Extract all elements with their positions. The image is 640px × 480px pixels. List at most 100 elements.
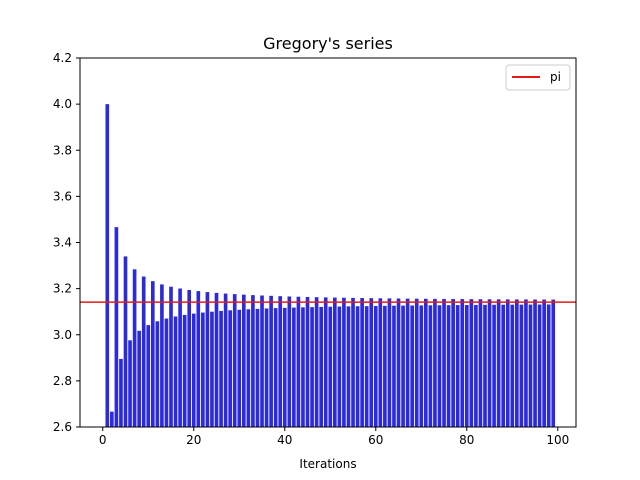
bar	[451, 299, 455, 427]
bar	[528, 304, 533, 427]
bar	[401, 305, 405, 427]
bar	[146, 325, 151, 427]
bar	[464, 305, 469, 427]
bar	[205, 292, 210, 427]
bar	[119, 358, 123, 427]
bar	[410, 305, 414, 427]
x-axis-ticks: 0 20 40 60 80 100	[99, 427, 569, 447]
bar	[337, 306, 342, 427]
bar	[246, 309, 251, 427]
bar	[392, 305, 396, 427]
bars-group	[105, 104, 556, 427]
bar	[287, 296, 292, 427]
y-tick-label: 3.2	[53, 282, 72, 296]
y-tick-label: 3.4	[53, 236, 72, 250]
bar	[405, 298, 410, 427]
bar	[487, 299, 492, 427]
x-tick-label: 100	[546, 433, 569, 447]
bar	[141, 276, 146, 427]
bar	[546, 304, 551, 427]
bar	[355, 306, 360, 427]
chart-title: Gregory's series	[263, 34, 393, 53]
bar	[278, 296, 283, 427]
bar	[178, 288, 182, 427]
bar	[524, 299, 528, 427]
bar	[132, 269, 137, 427]
bar	[264, 308, 269, 427]
bar	[428, 305, 433, 427]
bar	[542, 299, 546, 427]
bar	[424, 298, 428, 427]
bar	[460, 299, 465, 427]
bar	[210, 311, 214, 427]
bar	[483, 304, 487, 427]
x-tick-label: 40	[277, 433, 292, 447]
bar	[164, 318, 169, 427]
bar	[232, 294, 237, 427]
bar	[510, 304, 515, 427]
bar	[228, 310, 232, 427]
bar	[333, 297, 337, 427]
bar	[433, 298, 437, 427]
bar	[282, 307, 287, 427]
bar	[305, 296, 310, 427]
bar	[251, 295, 255, 427]
y-tick-label: 3.8	[53, 143, 72, 157]
bar	[214, 292, 219, 427]
bar	[342, 297, 346, 427]
x-tick-label: 0	[99, 433, 107, 447]
bar	[273, 308, 278, 427]
bar	[319, 306, 323, 427]
bar	[114, 227, 119, 427]
bar	[314, 297, 319, 427]
bar	[137, 330, 141, 427]
bar	[478, 299, 483, 427]
x-tick-label: 80	[459, 433, 474, 447]
bar	[237, 309, 242, 427]
bar	[501, 304, 506, 427]
bar	[155, 321, 160, 427]
bar	[419, 305, 424, 427]
legend: pi	[505, 64, 571, 91]
bar	[123, 256, 128, 427]
bar	[169, 286, 173, 427]
bar	[469, 299, 474, 427]
bar	[396, 298, 401, 427]
bar	[128, 340, 132, 427]
bar	[474, 304, 478, 427]
bar	[369, 298, 374, 427]
bar	[437, 305, 442, 427]
bar	[387, 298, 392, 427]
bar	[296, 296, 301, 427]
bar	[223, 293, 228, 427]
bar	[110, 411, 114, 427]
y-axis-ticks: 2.6 2.8 3.0 3.2 3.4 3.6 3.8 4.0 4.2	[53, 51, 80, 434]
bar	[242, 294, 246, 427]
bar	[551, 299, 556, 427]
bar	[492, 304, 496, 427]
bar	[446, 305, 451, 427]
bar	[515, 299, 519, 427]
bar	[255, 308, 260, 427]
bar	[310, 307, 314, 427]
bar	[160, 284, 164, 427]
bar	[383, 305, 387, 427]
y-tick-label: 4.0	[53, 97, 72, 111]
bar	[292, 307, 296, 427]
bar	[455, 305, 460, 427]
bar	[364, 306, 369, 427]
bar	[219, 310, 223, 427]
bar	[533, 299, 537, 427]
bar	[442, 298, 446, 427]
bar	[191, 313, 196, 427]
bar	[328, 306, 333, 427]
bar	[323, 297, 328, 427]
bar	[182, 314, 187, 427]
legend-label-pi: pi	[550, 70, 561, 84]
bar	[187, 289, 192, 427]
bar	[519, 304, 524, 427]
y-tick-label: 2.8	[53, 374, 72, 388]
bar	[505, 299, 510, 427]
x-tick-label: 60	[368, 433, 383, 447]
